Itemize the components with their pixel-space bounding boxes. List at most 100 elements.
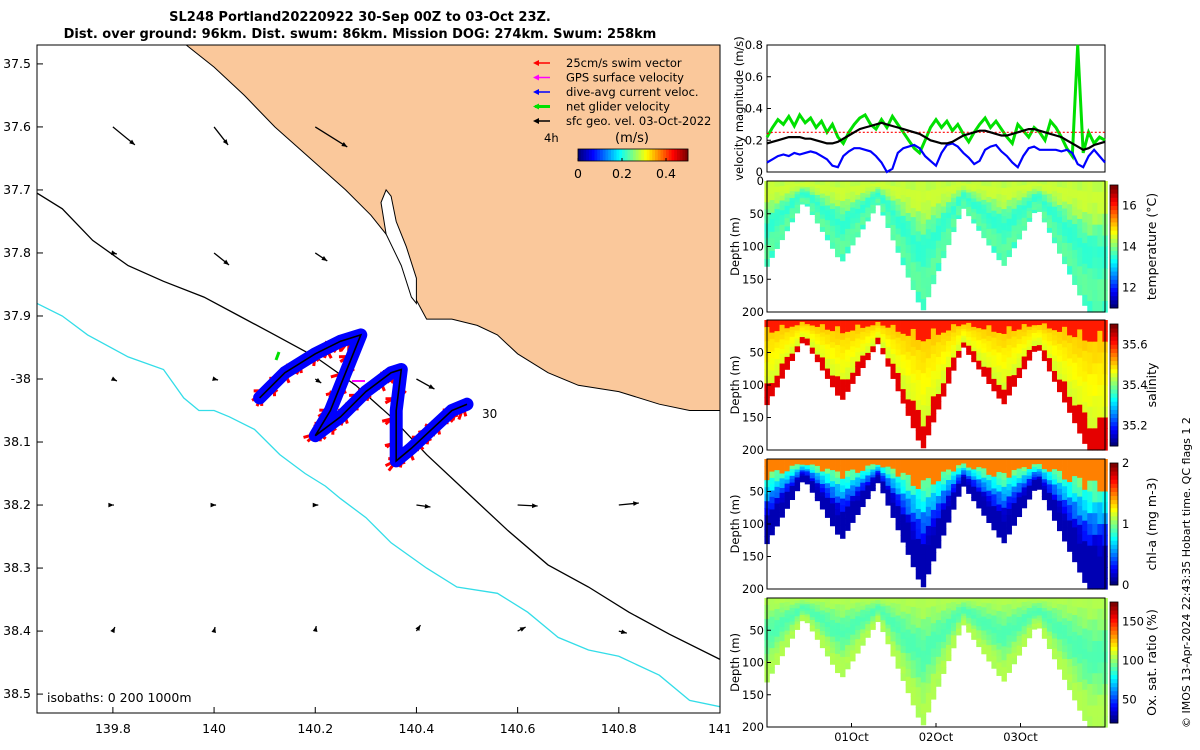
heatmap-cell [986, 362, 992, 369]
colorbar-cell [1110, 576, 1118, 582]
heatmap-cell [1011, 497, 1017, 504]
heatmap-cell [814, 465, 821, 470]
heatmap-cell [1087, 578, 1093, 590]
heatmap-cell [1092, 417, 1098, 429]
heatmap-cell [840, 643, 846, 651]
heatmap-cell [829, 370, 836, 377]
heatmap-cell [981, 343, 987, 349]
heatmap-cell [900, 659, 907, 668]
colorbar-cell [1110, 507, 1118, 513]
heatmap-cell [930, 215, 937, 225]
heatmap-cell [860, 216, 866, 222]
heatmap-cell [1041, 340, 1048, 345]
heatmap-cell [1031, 338, 1038, 342]
colorbar-cell [1110, 670, 1118, 676]
heatmap-cell [1041, 201, 1048, 206]
heatmap-cell [935, 188, 942, 197]
heatmap-cell [910, 355, 917, 366]
heatmap-cell [1062, 513, 1068, 522]
heatmap-cell [1041, 465, 1048, 470]
heatmap-cell [1067, 489, 1073, 499]
heatmap-cell [915, 488, 922, 500]
heatmap-cell [961, 622, 967, 626]
heatmap-cell [1077, 329, 1083, 340]
heatmap-cell [784, 222, 790, 228]
heatmap-cell [1041, 343, 1048, 348]
heatmap-cell [976, 602, 982, 607]
heatmap-cell [1067, 219, 1073, 229]
heatmap-cell [1021, 324, 1028, 329]
heatmap-cell [966, 612, 972, 616]
heatmap-cell [961, 459, 967, 462]
heatmap-cell [865, 604, 871, 609]
heatmap-cell [1077, 423, 1083, 434]
heatmap-cell [956, 212, 962, 216]
heatmap-cell [885, 331, 891, 336]
heatmap-cell [961, 600, 967, 604]
heatmap-cell [910, 459, 917, 469]
colorbar-cell [1110, 471, 1118, 476]
heatmap-cell [850, 634, 856, 641]
heatmap-cell [804, 197, 811, 201]
heatmap-cell [1072, 484, 1078, 494]
heatmap-cell [819, 639, 826, 645]
heatmap-cell [769, 351, 775, 359]
heatmap-cell [855, 190, 861, 196]
heatmap-cell [835, 598, 841, 605]
heatmap-cell [1006, 471, 1012, 479]
heatmap-cell [966, 320, 972, 324]
heatmap-cell [981, 195, 987, 201]
heatmap-cell [956, 209, 962, 213]
heatmap-cell [976, 185, 982, 190]
heatmap-cell [935, 263, 942, 272]
colorbar-cell [1110, 405, 1118, 410]
heatmap-cell [784, 495, 790, 501]
heatmap-cell [1041, 214, 1048, 219]
heatmap-cell [824, 483, 831, 489]
heatmap-cell [1072, 241, 1078, 251]
heatmap-cell [1031, 479, 1038, 484]
heatmap-cell [915, 429, 922, 441]
colorbar-cell [605, 149, 609, 161]
heatmap-cell [1072, 544, 1078, 554]
heatmap-cell [845, 494, 851, 502]
heatmap-cell [789, 320, 796, 324]
heatmap-cell [1092, 608, 1098, 621]
heatmap-cell [1016, 214, 1023, 221]
heatmap-cell [845, 512, 851, 519]
heatmap-cell [996, 497, 1002, 506]
heatmap-cell [779, 229, 785, 236]
colorbar-tick-label: 14 [1122, 240, 1137, 254]
heatmap-cell [784, 209, 790, 215]
heatmap-cell [946, 506, 952, 513]
heatmap-cell [1021, 610, 1028, 615]
heatmap-cell [981, 334, 987, 340]
map-x-tick-label: 139.8 [95, 721, 131, 736]
heatmap-cell [925, 219, 932, 230]
heatmap-cell [850, 196, 856, 203]
heatmap-cell [885, 339, 891, 344]
heatmap-cell [920, 351, 927, 364]
heatmap-cell [1077, 414, 1083, 425]
heatmap-cell [1036, 617, 1043, 622]
heatmap-cell [870, 485, 876, 489]
heatmap-cell [1031, 330, 1038, 334]
heatmap-cell [1031, 610, 1038, 615]
heatmap-cell [789, 618, 796, 622]
heatmap-cell [1067, 636, 1073, 645]
heatmap-cell [784, 602, 790, 607]
heatmap-cell [1051, 201, 1058, 208]
heatmap-cell [769, 635, 775, 643]
heatmap-cell [850, 639, 856, 646]
heatmap-cell [946, 320, 952, 326]
heatmap-cell [1046, 341, 1053, 347]
heatmap-cell [1056, 459, 1063, 466]
heatmap-cell [860, 224, 866, 230]
heatmap-cell [1092, 556, 1098, 568]
heatmap-cell [870, 181, 876, 185]
heatmap-cell [1041, 608, 1048, 612]
heatmap-cell [1067, 211, 1073, 221]
heatmap-cell [1077, 598, 1083, 608]
heatmap-cell [789, 614, 796, 619]
heatmap-cell [840, 524, 846, 533]
